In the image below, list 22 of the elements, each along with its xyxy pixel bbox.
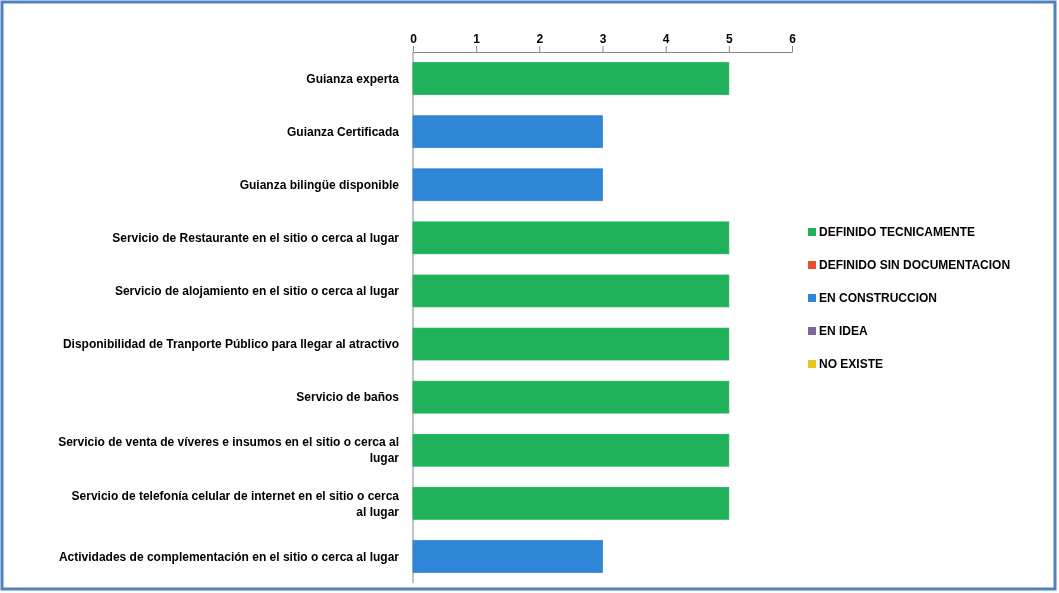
y-tick-label: Disponibilidad de Tranporte Público para llegar al atractivo (62, 337, 399, 352)
y-tick-label: Guianza experta (306, 71, 400, 86)
y-tick-label: Actividades de complementación en el sitio o cerca al lugar (58, 549, 400, 564)
x-tick-label: 4 (662, 32, 670, 46)
y-tick-label: Guianza bilingüe disponible (239, 177, 400, 192)
x-tick-label: 5 (725, 32, 733, 46)
x-tick-label: 2 (536, 32, 544, 46)
y-tick-label: Servicio de venta de víveres e insumos en el sitio o cerca al lugar (58, 435, 400, 466)
y-tick-label: Guianza Certificada (286, 124, 400, 139)
legend-label: EN IDEA (819, 324, 869, 339)
x-tick-label: 3 (599, 32, 607, 46)
x-tick-label: 0 (410, 32, 418, 46)
y-tick-label: Servicio de alojamiento en el sitio o cerca al lugar (114, 284, 400, 299)
x-tick-label: 6 (789, 32, 797, 46)
legend-label: DEFINIDO SIN DOCUMENTACION (819, 258, 1011, 273)
legend-label: EN CONSTRUCCION (819, 291, 938, 306)
y-tick-label: Servicio de telefonía celular de internet en el sitio o cerca al lugar (71, 488, 400, 519)
legend-label: DEFINIDO TECNICAMENTE (819, 225, 975, 240)
x-tick-label: 1 (473, 32, 481, 46)
y-tick-label: Servicio de baños (296, 390, 400, 405)
y-tick-label: Servicio de Restaurante en el sitio o cerca al lugar (112, 231, 400, 246)
legend-label: NO EXISTE (819, 357, 884, 372)
